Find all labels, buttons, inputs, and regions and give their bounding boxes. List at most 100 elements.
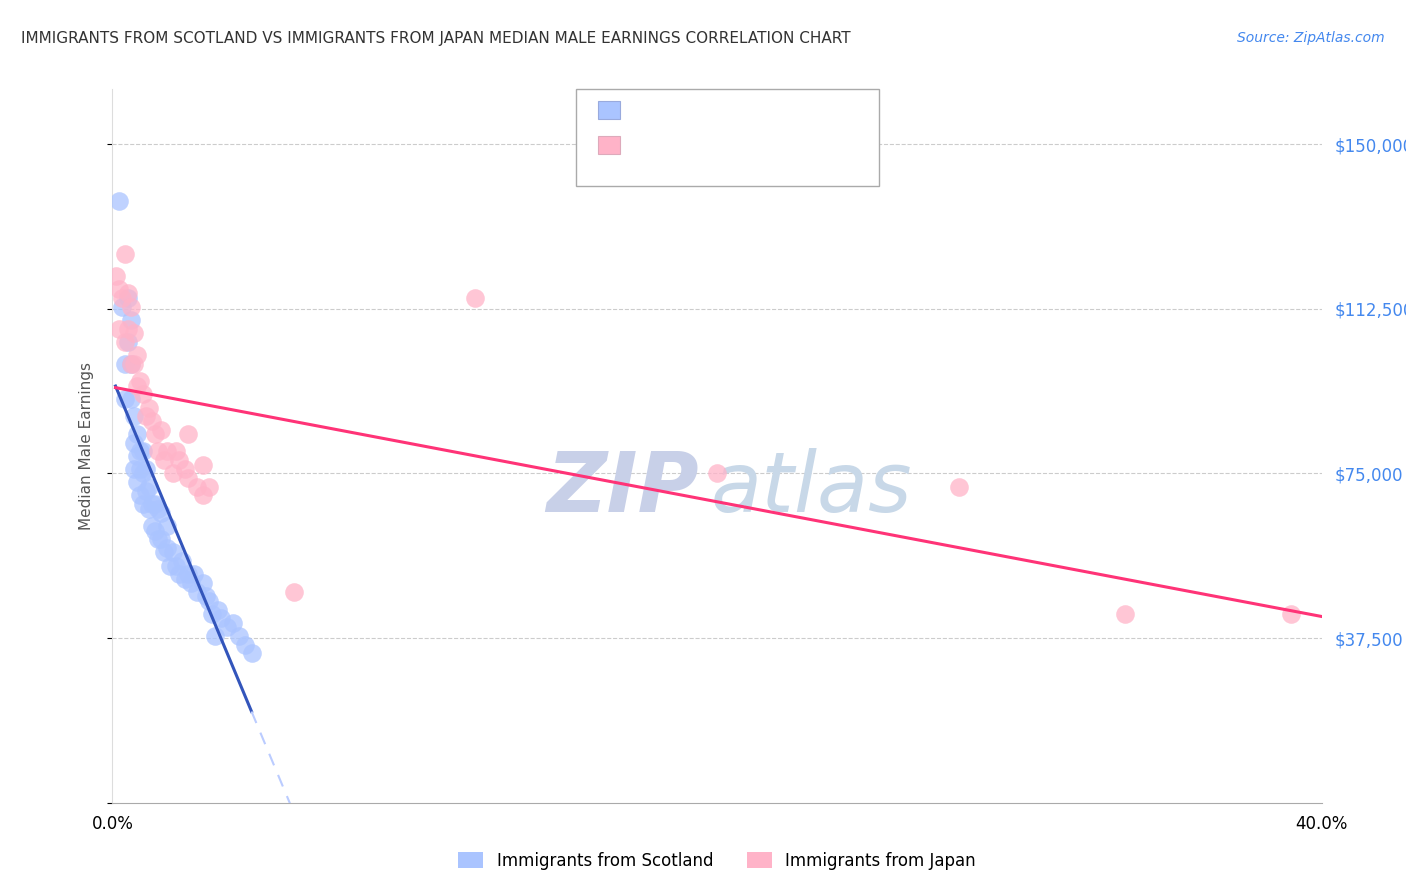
Point [125, 426, 148, 441]
Point [110, 291, 132, 305]
Point [198, 594, 221, 608]
Point [146, 444, 169, 458]
Point [141, 414, 163, 428]
Point [177, 426, 200, 441]
Point [125, 378, 148, 392]
Point [135, 462, 157, 476]
Point [128, 488, 150, 502]
Point [153, 545, 176, 559]
Point [207, 602, 229, 616]
Point [120, 312, 142, 326]
Point [125, 475, 148, 490]
Point [120, 357, 142, 371]
Point [146, 501, 169, 516]
Point [165, 444, 187, 458]
Legend: Immigrants from Scotland, Immigrants from Japan: Immigrants from Scotland, Immigrants fro… [451, 846, 983, 877]
Point [110, 300, 132, 314]
Point [114, 247, 136, 261]
Point [135, 409, 157, 424]
Point [132, 444, 155, 458]
Text: -0.375: -0.375 [665, 136, 724, 154]
Point [128, 444, 150, 458]
Point [117, 291, 139, 305]
Point [706, 467, 728, 481]
Text: Source: ZipAtlas.com: Source: ZipAtlas.com [1237, 31, 1385, 45]
Point [222, 615, 245, 630]
Point [159, 558, 181, 573]
Point [186, 480, 208, 494]
Point [146, 533, 169, 547]
Point [201, 607, 224, 621]
Point [120, 300, 142, 314]
Point [128, 462, 150, 476]
Text: ZIP: ZIP [547, 449, 699, 529]
Point [167, 453, 190, 467]
Point [1279, 607, 1302, 621]
Point [114, 357, 136, 371]
Point [114, 392, 136, 406]
Point [138, 480, 160, 494]
Point [228, 629, 250, 643]
Point [235, 638, 257, 652]
Point [240, 647, 263, 661]
Point [122, 326, 145, 340]
Point [165, 558, 187, 573]
Point [143, 497, 166, 511]
Point [204, 629, 226, 643]
Point [162, 545, 184, 559]
Point [464, 291, 486, 305]
Point [174, 572, 197, 586]
Point [104, 268, 127, 283]
Point [117, 321, 139, 335]
Text: 58: 58 [755, 101, 778, 119]
Point [177, 567, 200, 582]
Point [125, 449, 148, 463]
Text: R =: R = [631, 101, 668, 119]
Point [209, 611, 232, 625]
Point [149, 506, 172, 520]
Point [174, 462, 197, 476]
Point [191, 458, 214, 472]
Point [191, 488, 214, 502]
Point [183, 567, 205, 582]
Point [135, 483, 157, 498]
Point [143, 426, 166, 441]
Point [138, 501, 160, 516]
Point [149, 423, 172, 437]
Point [217, 620, 239, 634]
Point [132, 497, 155, 511]
Point [120, 357, 142, 371]
Point [125, 348, 148, 362]
Point [191, 576, 214, 591]
Text: R =: R = [631, 136, 668, 154]
Point [132, 387, 155, 401]
Point [195, 590, 218, 604]
Point [153, 453, 176, 467]
Point [120, 392, 142, 406]
Text: N =: N = [721, 136, 758, 154]
Point [143, 524, 166, 538]
Point [117, 286, 139, 301]
Point [107, 194, 129, 209]
Point [186, 585, 208, 599]
Text: N =: N = [721, 101, 758, 119]
Point [1114, 607, 1136, 621]
Point [141, 497, 163, 511]
Point [156, 519, 179, 533]
Point [122, 435, 145, 450]
Point [122, 357, 145, 371]
Point [156, 541, 179, 555]
Point [170, 554, 193, 568]
Text: -0.405: -0.405 [665, 101, 724, 119]
Point [948, 480, 970, 494]
Point [132, 467, 155, 481]
Point [198, 480, 221, 494]
Point [141, 519, 163, 533]
Point [138, 401, 160, 415]
Point [283, 585, 305, 599]
Point [156, 444, 179, 458]
Point [122, 462, 145, 476]
Point [180, 576, 202, 591]
Point [128, 374, 150, 388]
Point [107, 321, 129, 335]
